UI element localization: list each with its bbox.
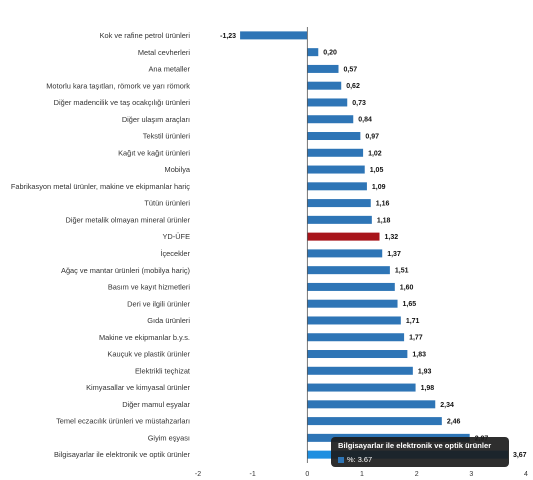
value-label: 0,73 — [352, 100, 366, 107]
category-label: Ağaç ve mantar ürünleri (mobilya hariç) — [61, 266, 190, 275]
bar[interactable] — [240, 31, 308, 40]
value-label: 1,77 — [409, 335, 423, 342]
value-label: 1,09 — [372, 184, 386, 191]
bar[interactable] — [307, 350, 408, 359]
category-label: Kağıt ve kağıt ürünleri — [118, 148, 190, 157]
category-label: Kimyasallar ve kimyasal ürünler — [86, 383, 190, 392]
category-label: Fabrikasyon metal ürünler, makine ve eki… — [11, 182, 190, 191]
tooltip-swatch — [338, 456, 344, 463]
x-tick-label: 1 — [360, 471, 364, 478]
category-label: Tekstil ürünleri — [143, 132, 191, 141]
category-label: Tütün ürünleri — [144, 199, 190, 208]
category-label: Diğer ulaşım araçları — [122, 115, 190, 124]
bar[interactable] — [307, 98, 348, 107]
bar[interactable] — [307, 282, 395, 291]
bar[interactable] — [307, 81, 342, 90]
bar[interactable] — [307, 115, 354, 124]
bar[interactable] — [307, 199, 371, 208]
x-tick-label: 2 — [415, 471, 419, 478]
value-label: 0,84 — [358, 117, 372, 124]
x-tick-label: 0 — [305, 471, 309, 478]
value-label: 1,32 — [384, 234, 398, 241]
value-label: 1,16 — [376, 201, 390, 208]
bar[interactable] — [307, 249, 383, 258]
category-label: Diğer madencilik ve taş ocakçılığı ürünl… — [54, 98, 191, 107]
value-label: 1,83 — [412, 352, 426, 359]
value-label: -1,23 — [220, 33, 236, 40]
category-label: Bilgisayarlar ile elektronik ve optik ür… — [54, 450, 191, 459]
category-label: Metal cevherleri — [138, 48, 191, 57]
category-label: Kok ve rafine petrol ürünleri — [100, 31, 191, 40]
value-label: 0,62 — [346, 83, 360, 90]
bar[interactable] — [307, 400, 436, 409]
bar[interactable] — [307, 366, 413, 375]
bar[interactable] — [307, 148, 364, 157]
category-label: Mobilya — [165, 165, 191, 174]
value-label: 1,65 — [403, 301, 417, 308]
category-label: Kauçuk ve plastik ürünler — [107, 350, 190, 359]
category-label: Elektrikli teçhizat — [135, 366, 190, 375]
value-label: 1,05 — [370, 167, 384, 174]
value-labels: -1,23 0,20 0,57 0,62 0,73 0,84 0,97 1,02 1,05 1,0… — [220, 33, 527, 459]
category-label: Diğer mamul eşyalar — [122, 400, 190, 409]
bar[interactable] — [307, 64, 339, 73]
category-label: Basım ve kayıt hizmetleri — [108, 283, 190, 292]
x-tick-label: -2 — [195, 471, 201, 478]
bar[interactable] — [307, 383, 416, 392]
x-tick-label: 3 — [469, 471, 473, 478]
value-label: 1,71 — [406, 318, 420, 325]
x-tick-label: -1 — [250, 471, 256, 478]
bar[interactable] — [307, 132, 361, 141]
bar[interactable] — [307, 299, 398, 308]
value-label: 1,60 — [400, 284, 414, 291]
bar[interactable] — [307, 182, 367, 191]
bar[interactable] — [307, 232, 380, 241]
bars — [240, 31, 508, 459]
bar[interactable] — [307, 417, 442, 426]
category-label: Gıda ürünleri — [147, 316, 190, 325]
tooltip-series-label: %: — [347, 455, 356, 464]
value-label: 1,98 — [421, 385, 435, 392]
value-label: 0,57 — [343, 66, 357, 73]
value-label: 2,46 — [447, 419, 461, 426]
tooltip-title: Bilgisayarlar ile elektronik ve optik ür… — [338, 441, 492, 450]
category-label: Diğer metalik olmayan mineral ürünler — [66, 215, 191, 224]
bar[interactable] — [307, 316, 401, 325]
value-label: 1,18 — [377, 217, 391, 224]
bar[interactable] — [307, 266, 390, 275]
category-label: Motorlu kara taşıtları, römork ve yarı r… — [46, 81, 190, 90]
category-label: Temel eczacılık ürünleri ve müstahzarlar… — [56, 417, 190, 426]
category-labels: Kok ve rafine petrol ürünleri Metal cevhe… — [11, 31, 191, 459]
x-tick-label: 4 — [524, 471, 528, 478]
category-label: YD-ÜFE — [162, 232, 190, 241]
value-label: 1,93 — [418, 368, 432, 375]
bar[interactable] — [307, 333, 405, 342]
value-label: 1,51 — [395, 268, 409, 275]
bar[interactable] — [307, 165, 365, 174]
value-label: 1,02 — [368, 150, 382, 157]
category-label: Makine ve ekipmanlar b.y.s. — [99, 333, 190, 342]
value-label: 1,37 — [387, 251, 401, 258]
category-label: Ana metaller — [149, 65, 191, 74]
category-label: Deri ve ilgili ürünler — [127, 299, 190, 308]
category-label: Giyim eşyası — [148, 433, 190, 442]
tooltip-value: 3.67 — [357, 455, 373, 464]
category-label: İçecekler — [160, 249, 190, 258]
bar[interactable] — [307, 48, 319, 57]
value-label: 0,97 — [365, 134, 379, 141]
value-label: 2,34 — [440, 402, 454, 409]
value-label: 0,20 — [323, 50, 337, 57]
x-axis: -2 -1 0 1 2 3 4 — [195, 27, 528, 478]
value-label: 3,67 — [513, 452, 527, 459]
tooltip: Bilgisayarlar ile elektronik ve optik ür… — [331, 437, 509, 467]
tooltip-row: %: 3.67 — [338, 455, 372, 464]
bar[interactable] — [307, 215, 372, 224]
